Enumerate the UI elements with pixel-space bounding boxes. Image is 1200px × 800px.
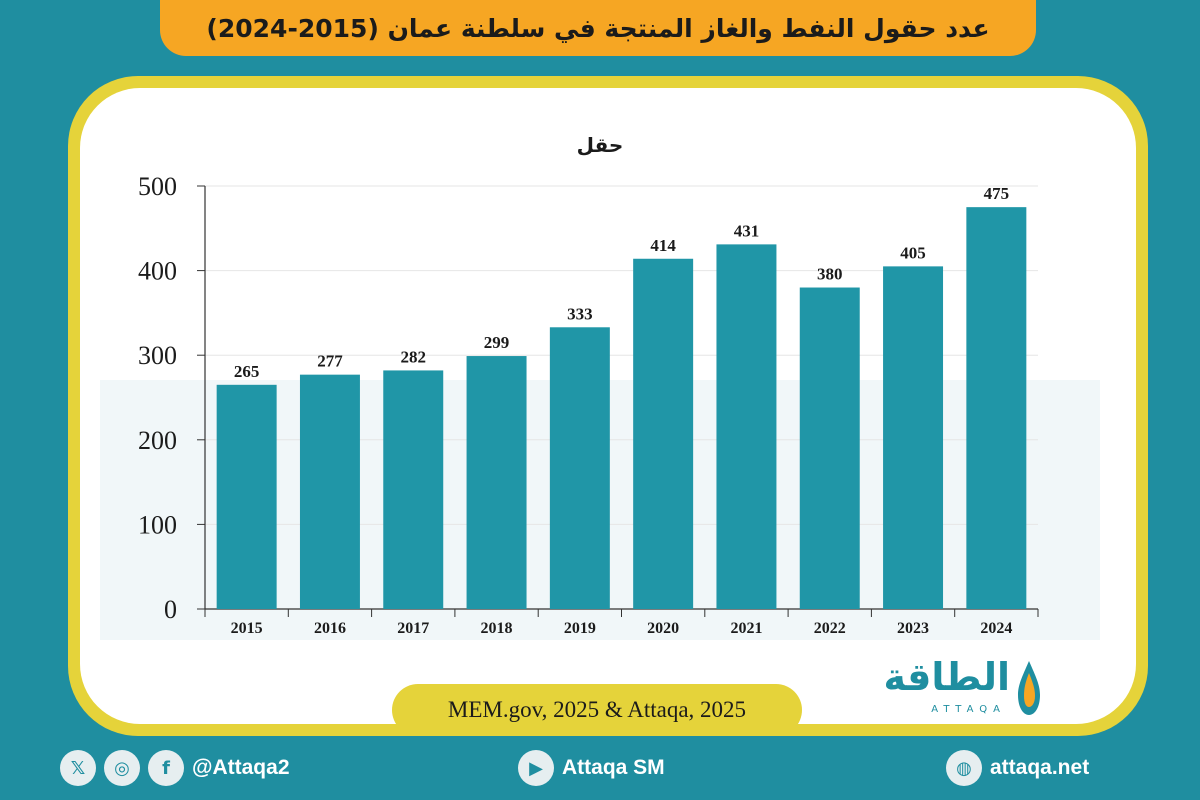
logo-latin: ATTAQA: [931, 704, 1006, 715]
x-tick-label-2017: 2017: [397, 620, 429, 637]
y-tick-label: 500: [138, 172, 177, 201]
data-label-2015: 265: [234, 362, 260, 381]
bar-2016: [299, 374, 360, 609]
label-layer: 265 2015 277 2016 282 2017 299 2018 333 2019 414 20…: [231, 184, 1013, 637]
data-label-2019: 333: [567, 304, 593, 323]
social-handle[interactable]: @Attaqa2: [192, 756, 290, 779]
y-tick-label: 400: [138, 257, 177, 286]
bar-2015: [216, 384, 277, 609]
data-label-2017: 282: [401, 347, 427, 366]
bar-layer: [216, 207, 1027, 609]
y-tick-label: 100: [138, 510, 177, 539]
bar-2020: [633, 258, 694, 609]
youtube-icon[interactable]: ▶: [518, 750, 554, 786]
bar-2023: [883, 266, 944, 609]
bar-2018: [466, 356, 527, 609]
data-label-2016: 277: [317, 352, 343, 371]
data-label-2020: 414: [650, 236, 676, 255]
bar-2019: [549, 327, 610, 609]
source-note: MEM.gov, 2025 & Attaqa, 2025: [392, 684, 802, 736]
bar-2021: [716, 244, 777, 609]
data-label-2023: 405: [900, 243, 926, 262]
y-tick-label: 300: [138, 341, 177, 370]
y-unit-label: حقل: [577, 133, 624, 157]
attaqa-logo: الطاقة ATTAQA: [862, 655, 1042, 725]
x-tick-label-2022: 2022: [814, 620, 846, 637]
website-group: ◍ attaqa.net: [946, 746, 1089, 790]
facebook-icon[interactable]: f: [148, 750, 184, 786]
data-label-2024: 475: [984, 184, 1010, 203]
x-tick-label-2023: 2023: [897, 620, 929, 637]
data-label-2021: 431: [734, 221, 760, 240]
y-tick-label: 0: [164, 595, 177, 624]
logo-arabic: الطاقة: [883, 655, 1010, 699]
chart-title: عدد حقول النفط والغاز المنتجة في سلطنة ع…: [206, 13, 990, 43]
bar-2024: [966, 207, 1027, 609]
x-tick-label-2021: 2021: [730, 620, 762, 637]
x-tick-label-2018: 2018: [481, 620, 513, 637]
footer: 𝕏 ◎ f @Attaqa2 ▶ Attaqa SM ◍ attaqa.net: [0, 740, 1200, 800]
data-label-2018: 299: [484, 333, 510, 352]
x-tick-label-2020: 2020: [647, 620, 679, 637]
website-link[interactable]: attaqa.net: [990, 756, 1090, 779]
x-tick-label-2019: 2019: [564, 620, 596, 637]
social-group: 𝕏 ◎ f @Attaqa2: [60, 746, 290, 790]
x-tick-label-2024: 2024: [980, 620, 1012, 637]
y-tick-label: 200: [138, 426, 177, 455]
x-tick-label-2016: 2016: [314, 620, 346, 637]
bar-2017: [383, 370, 444, 609]
droplet-icon: [1018, 661, 1040, 715]
globe-icon[interactable]: ◍: [946, 750, 982, 786]
title-banner: عدد حقول النفط والغاز المنتجة في سلطنة ع…: [160, 0, 1036, 56]
x-icon[interactable]: 𝕏: [60, 750, 96, 786]
source-text: MEM.gov, 2025 & Attaqa, 2025: [447, 697, 747, 722]
instagram-icon[interactable]: ◎: [104, 750, 140, 786]
data-label-2022: 380: [817, 265, 843, 284]
x-tick-label-2015: 2015: [231, 620, 263, 637]
bar-2022: [799, 287, 860, 609]
youtube-group: ▶ Attaqa SM: [518, 746, 665, 790]
youtube-handle[interactable]: Attaqa SM: [562, 756, 665, 779]
